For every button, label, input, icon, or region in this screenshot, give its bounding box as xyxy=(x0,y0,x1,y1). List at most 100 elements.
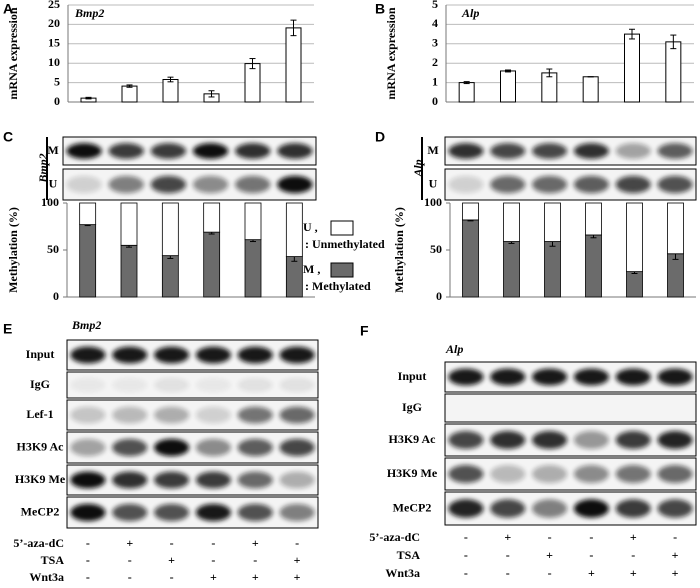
gel-band xyxy=(657,143,693,159)
gel-band xyxy=(532,368,568,386)
gel-band xyxy=(448,368,484,386)
gel-band xyxy=(615,143,651,159)
error-bar xyxy=(290,19,297,37)
row-label: Lef-1 xyxy=(26,407,53,421)
treatment-mark: - xyxy=(464,530,468,544)
error-bar xyxy=(629,28,635,40)
y-tick-label: 50 xyxy=(430,242,442,256)
gel-band xyxy=(70,438,106,457)
panel-letter: A xyxy=(3,1,13,17)
treatment-mark: + xyxy=(630,566,637,580)
gel-strip xyxy=(62,136,317,166)
treatment-mark: - xyxy=(673,530,677,544)
row-label: H3K9 Ac xyxy=(389,432,437,446)
gel-background xyxy=(444,393,697,423)
treatment-mark: - xyxy=(548,566,552,580)
treatment-mark: - xyxy=(86,553,90,567)
bar-segment xyxy=(503,241,520,298)
treatment-mark: + xyxy=(126,536,133,550)
gel-band xyxy=(615,465,651,483)
bar xyxy=(121,85,138,103)
gel-band xyxy=(615,368,651,386)
treatment-mark: + xyxy=(294,553,301,567)
bar xyxy=(624,33,640,103)
bar-segment xyxy=(585,234,602,298)
gel-band xyxy=(277,175,313,194)
gel-band xyxy=(615,499,651,518)
gel-band xyxy=(279,406,315,424)
treatment-mark: - xyxy=(506,548,510,562)
gel-band xyxy=(112,438,148,457)
treatment-mark: - xyxy=(128,553,132,567)
legend-swatch xyxy=(330,220,354,236)
row-label: M xyxy=(427,143,438,157)
treatment-mark: + xyxy=(672,566,679,580)
treatment-mark: - xyxy=(589,548,593,562)
gel-background xyxy=(66,371,319,399)
gel-strip xyxy=(444,136,697,166)
gel-band xyxy=(237,377,273,393)
gel-band xyxy=(70,471,106,489)
gel-band xyxy=(154,471,190,489)
y-axis-label: Methylation (%) xyxy=(392,207,406,293)
gel-band xyxy=(448,143,484,159)
gel-band xyxy=(70,406,106,424)
treatment-mark: - xyxy=(128,570,132,584)
row-label: IgG xyxy=(402,400,422,414)
gel-band xyxy=(490,175,526,194)
gel-band xyxy=(277,143,313,159)
treatment-label: Wnt3a xyxy=(29,570,64,584)
gel-band xyxy=(279,438,315,457)
gel-band xyxy=(448,499,484,518)
gel-band xyxy=(237,471,273,489)
bar xyxy=(162,78,179,103)
gel-background xyxy=(444,136,697,166)
error-bar xyxy=(546,68,553,78)
row-label: M xyxy=(47,143,58,157)
gel-strip xyxy=(444,168,697,201)
gel-band xyxy=(615,431,651,449)
y-tick-label: 20 xyxy=(48,16,60,30)
gel-band xyxy=(657,499,693,518)
bar-segment xyxy=(285,202,303,257)
chart-title: Alp xyxy=(461,6,479,20)
gel-band xyxy=(195,406,231,424)
treatment-mark: - xyxy=(86,570,90,584)
panel-letter: F xyxy=(360,323,369,339)
gel-strip xyxy=(66,371,319,399)
gel-band xyxy=(448,175,484,194)
error-bar xyxy=(208,90,215,98)
bar-segment xyxy=(462,202,479,221)
treatment-mark: - xyxy=(631,548,635,562)
gel-strip xyxy=(444,491,697,526)
y-tick-label: 0 xyxy=(432,94,438,108)
gel-band xyxy=(154,438,190,457)
treatment-mark: - xyxy=(548,530,552,544)
treatment-mark: - xyxy=(464,548,468,562)
treatment-mark: - xyxy=(170,570,174,584)
gel-band xyxy=(573,465,609,483)
gel-band xyxy=(490,368,526,386)
error-bar xyxy=(85,96,92,100)
gel-band xyxy=(195,438,231,457)
treatment-mark: + xyxy=(504,530,511,544)
gel-background xyxy=(66,464,319,496)
y-axis-label: mRNA expression xyxy=(384,7,398,99)
gel-band xyxy=(657,175,693,194)
gel-band xyxy=(573,431,609,449)
legend-label: M , xyxy=(303,262,320,276)
gel-band xyxy=(657,431,693,449)
gel-band xyxy=(448,431,484,449)
gel-strip xyxy=(66,464,319,496)
gel-band xyxy=(573,175,609,194)
gel-band xyxy=(279,346,315,364)
gel-strip xyxy=(444,361,697,393)
gel-band xyxy=(573,499,609,518)
y-tick-label: 15 xyxy=(48,36,60,50)
bar-segment xyxy=(285,256,303,298)
legend-swatch xyxy=(330,262,354,278)
treatment-mark: + xyxy=(168,553,175,567)
bar xyxy=(582,76,599,103)
gel-band xyxy=(490,499,526,518)
gel-background xyxy=(62,168,317,201)
